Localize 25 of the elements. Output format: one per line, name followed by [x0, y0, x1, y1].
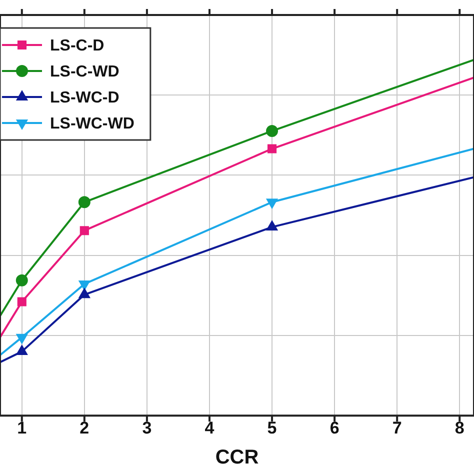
x-tick-label: 4 [204, 418, 215, 438]
x-axis-title: CCR [215, 446, 260, 469]
x-tick-label: 7 [392, 418, 402, 438]
point [266, 124, 278, 137]
point [79, 288, 90, 298]
x-tick-label: 3 [142, 418, 152, 438]
legend-label: LS-WC-WD [50, 115, 134, 132]
legend-label: LS-C-WD [50, 63, 120, 80]
point [266, 221, 278, 231]
point [16, 334, 28, 344]
point [79, 280, 90, 290]
point [16, 274, 28, 286]
point [16, 346, 28, 356]
point [17, 297, 26, 306]
point [78, 196, 90, 208]
x-tick-label: 2 [80, 418, 90, 438]
x-tick-label: 8 [454, 418, 464, 438]
x-tick-label: 6 [330, 418, 340, 438]
point [266, 198, 278, 208]
point [80, 226, 89, 236]
x-tick-label: 5 [267, 418, 277, 438]
legend-label: LS-C-D [50, 37, 104, 54]
point [267, 144, 277, 154]
x-tick-label: 1 [17, 418, 27, 438]
legend-label: LS-WC-D [50, 89, 120, 106]
